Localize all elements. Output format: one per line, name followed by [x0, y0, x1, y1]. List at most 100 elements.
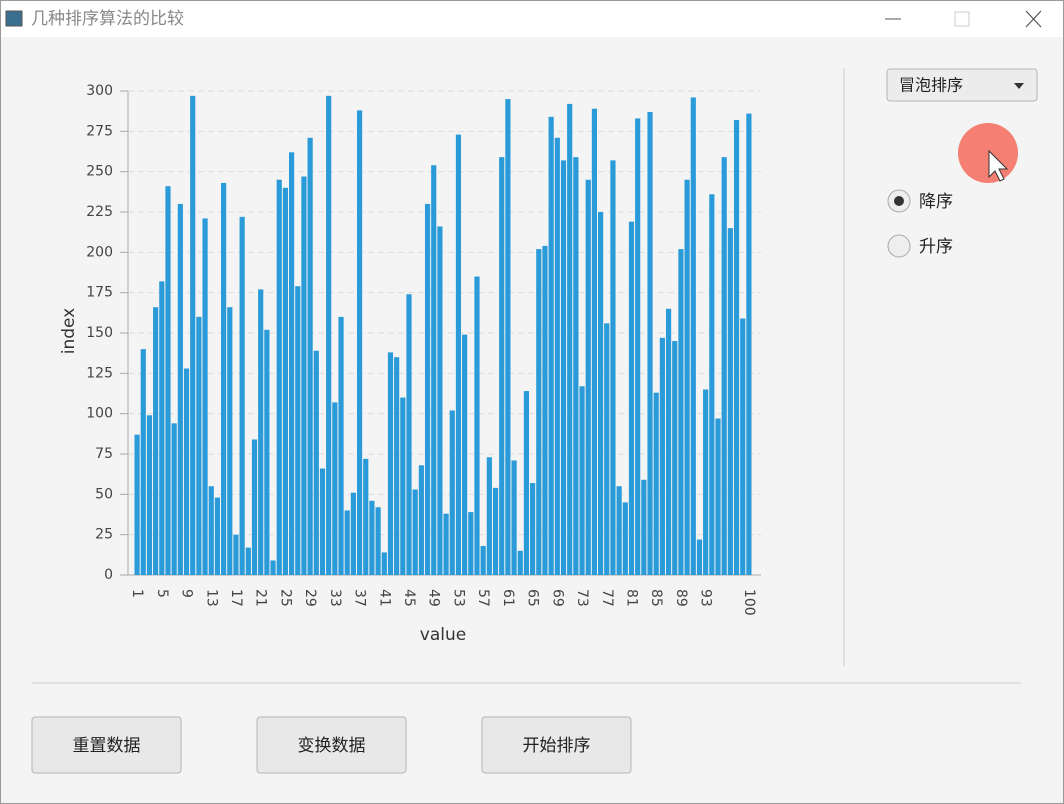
x-tick-label: 41: [376, 589, 392, 607]
bar: [696, 539, 703, 575]
bar: [356, 110, 363, 576]
bar: [363, 458, 369, 575]
x-tick-label: 17: [228, 589, 244, 607]
x-tick-label: 57: [475, 589, 491, 607]
bar: [530, 483, 536, 575]
cursor-highlight: [958, 123, 1018, 183]
bar: [313, 350, 319, 575]
bar: [171, 423, 177, 575]
bar: [598, 212, 604, 575]
bar: [536, 249, 542, 575]
x-tick-label: 85: [648, 589, 664, 607]
bar: [678, 249, 684, 575]
bar: [647, 111, 653, 576]
bar: [468, 512, 474, 575]
bar: [301, 176, 307, 576]
bar: [641, 479, 647, 575]
bar: [567, 103, 573, 575]
bar: [462, 334, 468, 575]
y-tick-label: 50: [95, 486, 113, 502]
bar: [251, 439, 258, 575]
button-label: 变换数据: [298, 736, 366, 756]
bar: [332, 402, 338, 575]
bar: [350, 492, 356, 575]
bar: [140, 349, 146, 575]
bar: [455, 134, 462, 575]
bar: [202, 218, 208, 575]
y-tick-label: 100: [86, 406, 113, 422]
bar: [146, 415, 153, 575]
bar: [523, 391, 530, 575]
x-tick-label: 100: [741, 589, 757, 616]
bar: [159, 281, 165, 575]
maximize[interactable]: [954, 11, 970, 27]
x-tick-label: 65: [525, 589, 541, 607]
bar: [703, 389, 709, 575]
button[interactable]: [31, 716, 182, 774]
bar: [431, 165, 437, 576]
x-tick-label: 49: [426, 589, 442, 607]
bar: [492, 487, 499, 575]
bar: [486, 457, 492, 575]
x-tick-label: 93: [698, 589, 714, 607]
bar: [276, 179, 282, 575]
bar: [264, 329, 270, 575]
combo-box[interactable]: [886, 68, 1038, 102]
bar: [134, 434, 140, 575]
x-tick-label: 81: [623, 589, 639, 607]
x-tick-label: 13: [203, 589, 219, 607]
bar: [672, 341, 678, 575]
x-tick-label: 53: [450, 589, 466, 607]
bar: [406, 294, 412, 575]
bar: [289, 152, 295, 575]
bar: [221, 182, 227, 575]
bar: [505, 99, 511, 576]
bar: [591, 108, 597, 575]
bar: [326, 95, 332, 575]
button[interactable]: [481, 716, 632, 774]
bar: [690, 97, 696, 575]
button[interactable]: [256, 716, 407, 774]
y-tick-label: 225: [86, 204, 113, 220]
x-tick-label: 9: [179, 589, 195, 598]
bar: [684, 179, 690, 575]
bar: [239, 216, 245, 575]
bar: [208, 486, 214, 575]
bar: [214, 497, 221, 575]
bar: [307, 137, 313, 575]
bar: [319, 468, 326, 575]
bar: [270, 560, 276, 575]
y-tick-label: 275: [86, 123, 113, 139]
combo-arrow: [1014, 83, 1024, 89]
bar: [282, 187, 288, 576]
y-tick-label: 125: [86, 365, 113, 381]
close[interactable]: [1025, 10, 1042, 28]
bar: [585, 179, 591, 575]
bar: [443, 513, 449, 575]
bar: [344, 510, 350, 575]
bar: [579, 386, 585, 575]
radio[interactable]: [887, 234, 911, 258]
bar: [190, 95, 196, 575]
bar: [740, 318, 746, 575]
bar: [474, 276, 480, 575]
y-tick-label: 200: [86, 244, 113, 260]
x-tick-label: 61: [500, 589, 516, 607]
bar: [449, 410, 455, 575]
x-tick-label: 25: [277, 589, 293, 607]
bar: [721, 157, 727, 575]
y-axis-label: index: [59, 308, 79, 355]
bar: [715, 418, 721, 575]
x-tick-label: 37: [352, 589, 368, 607]
x-tick-label: 21: [253, 589, 269, 607]
bar: [233, 534, 239, 575]
bar: [499, 157, 505, 575]
bar: [542, 245, 548, 575]
radio-label: 降序: [919, 192, 953, 212]
window-title: 几种排序算法的比较: [31, 9, 184, 29]
bar: [604, 323, 610, 575]
bar: [381, 552, 387, 575]
button-label: 重置数据: [73, 736, 141, 756]
combo-text: 冒泡排序: [899, 76, 963, 95]
